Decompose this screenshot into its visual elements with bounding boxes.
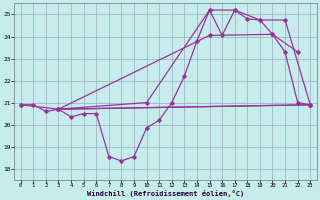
X-axis label: Windchill (Refroidissement éolien,°C): Windchill (Refroidissement éolien,°C) — [87, 190, 244, 197]
